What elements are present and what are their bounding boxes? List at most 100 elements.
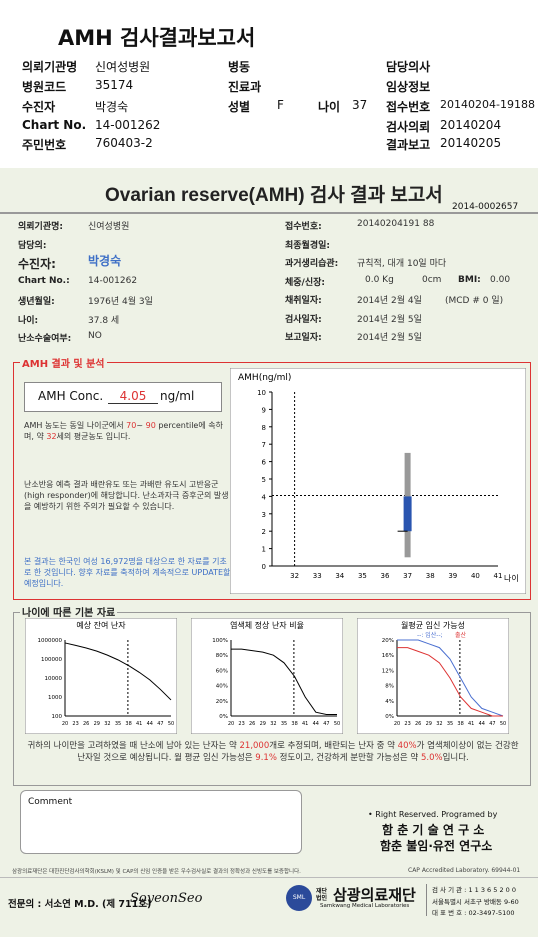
age-section-title: 나이에 따른 기본 자료 [20, 604, 118, 619]
x-tick-label: 50 [500, 721, 506, 727]
sheet-test-label: 검사일자: [285, 315, 322, 325]
sheet-height-value: 0cm [422, 275, 442, 285]
amh-conc-box [24, 382, 222, 412]
chart-no-value: 14-001262 [95, 118, 161, 132]
org-info-1: 검 사 기 관 : 1 1 3 6 5 2 0 0 [432, 886, 516, 894]
sheet-collect-value: 2014년 2월 4일 [357, 296, 422, 306]
comment-label: Comment [28, 797, 73, 807]
y-tick-label: 20% [216, 699, 228, 705]
normal-egg-pct: 40% [397, 741, 417, 751]
sheet-test-value: 2014년 2월 5일 [357, 315, 422, 325]
amh-conc-value: 4.05 [108, 389, 158, 404]
x-tick-label: 20 [228, 721, 234, 727]
sheet-institution-value: 신여성병원 [88, 222, 130, 232]
age-section [13, 612, 531, 786]
y-tick-label: 8% [385, 684, 394, 690]
x-tick-label: 47 [489, 721, 495, 727]
x-tick-label: 29 [260, 721, 266, 727]
y-tick-label: 8 [262, 424, 266, 432]
org-info-2: 서울특별시 서초구 방배동 9-60 [432, 898, 519, 906]
x-tick-label: 32 [270, 721, 276, 727]
y-tick-label: 0% [219, 714, 228, 720]
x-tick-label: 35 [115, 721, 121, 727]
percentile-high: 90 [145, 421, 156, 430]
x-tick-label: 20 [62, 721, 68, 727]
resident-no-label: 주민번호 [22, 138, 67, 152]
amh-analysis-response: 난소반응 예측 결과 배란유도 또는 과배란 유도시 고반응군 (high re… [24, 480, 229, 511]
legend-pregnancy: --: 임산--; [417, 631, 443, 639]
x-tick-label: 41 [494, 572, 503, 580]
sheet-lmp-label: 최종월경일: [285, 241, 330, 251]
y-tick-label: 1 [262, 546, 266, 554]
y-tick-label: 1000 [48, 695, 62, 701]
lab-name-2: 함춘 불임·유전 연구소 [380, 839, 493, 853]
ward-label: 병동 [228, 60, 251, 74]
y-tick-label: 5 [262, 476, 266, 484]
amh-section-title: AMH 결과 및 분석 [20, 355, 107, 370]
x-tick-label: 44 [313, 721, 319, 727]
x-tick-label: 32 [104, 721, 110, 727]
accreditation-note: 삼광의료재단은 대한진단검사의학회(KSLM) 및 CAP의 신임 인증을 받은… [12, 869, 301, 875]
doctor-label: 담당의사 [386, 60, 431, 74]
x-tick-label: 38 [291, 721, 297, 727]
cap-label: CAP Accredited Laboratory. 69944-01 [408, 867, 521, 874]
amh-section [13, 362, 531, 600]
org-divider [426, 884, 427, 916]
y-tick-label: 80% [216, 653, 228, 659]
y-tick-label: 0 [262, 563, 266, 571]
department-label: 진료과 [228, 80, 262, 94]
y-tick-label: 10 [257, 389, 266, 397]
chart-title: AMH(ng/ml) [238, 373, 291, 383]
series-line [64, 642, 172, 701]
chart-no-label: Chart No. [22, 118, 87, 132]
request-date-label: 검사의뢰 [386, 120, 431, 134]
org-name-en: Samkwang Medical Laboratories [320, 903, 410, 909]
sex-value: F [277, 98, 284, 112]
sheet-dob-value: 1976년 4월 3일 [88, 297, 153, 307]
legend-birth: 출산 [455, 631, 467, 639]
receipt-no-value: 20140204-19188 [440, 98, 535, 111]
sheet-doctor-label: 담당의: [18, 241, 47, 251]
patient-amh-box [403, 496, 412, 532]
clinical-info-label: 임상정보 [386, 80, 431, 94]
sheet-title: Ovarian reserve(AMH) 검사 결과 보고서 [105, 185, 443, 206]
org-prefix: 재단 법인 [316, 888, 328, 902]
sheet-patient-label: 수진자: [18, 257, 56, 271]
org-name: 삼광의료재단 [333, 886, 416, 904]
x-tick-label: 32 [436, 721, 442, 727]
y-tick-label: 10000 [45, 676, 63, 682]
sheet-patient-value: 박경숙 [88, 254, 122, 268]
sheet-cycle-label: 과거생리습관: [285, 259, 339, 269]
y-tick-label: 7 [262, 441, 266, 449]
chart-title: 염색체 정상 난자 비율 [230, 620, 304, 630]
footer-divider [0, 877, 538, 878]
chart-title: 월평균 임신 가능성 [401, 620, 465, 630]
sheet-receipt-label: 접수번호: [285, 222, 322, 232]
chart-panel [191, 618, 343, 734]
sheet-age-value: 37.8 세 [88, 316, 120, 326]
x-tick-label: 41 [468, 721, 474, 727]
series-line [397, 639, 504, 717]
y-tick-label: 4 [262, 493, 267, 501]
sex-label: 성별 [228, 100, 251, 114]
series-line [397, 647, 503, 717]
y-tick-label: 100 [52, 714, 63, 720]
y-tick-label: 20% [382, 638, 394, 644]
sheet-reportdate-label: 보고일자: [285, 333, 322, 343]
x-tick-label: 41 [136, 721, 142, 727]
x-tick-label: 35 [358, 572, 367, 580]
x-tick-label: 50 [168, 721, 174, 727]
sheet-dob-label: 생년월일: [18, 297, 55, 307]
sheet-weight-label: 체중/신장: [285, 278, 326, 288]
chart-title: 예상 잔여 난자 [76, 620, 126, 630]
hospital-code-value: 35174 [95, 78, 134, 92]
remaining-eggs-value: 21,000 [239, 741, 270, 751]
sheet-receipt-value: 20140204191 88 [357, 219, 435, 229]
y-tick-label: 100000 [41, 657, 62, 663]
y-tick-label: 3 [262, 511, 266, 519]
y-tick-label: 0% [385, 714, 394, 720]
sheet-surgery-value: NO [88, 331, 102, 341]
document-number: 2014-0002657 [452, 202, 519, 212]
x-tick-label: 39 [448, 572, 457, 580]
